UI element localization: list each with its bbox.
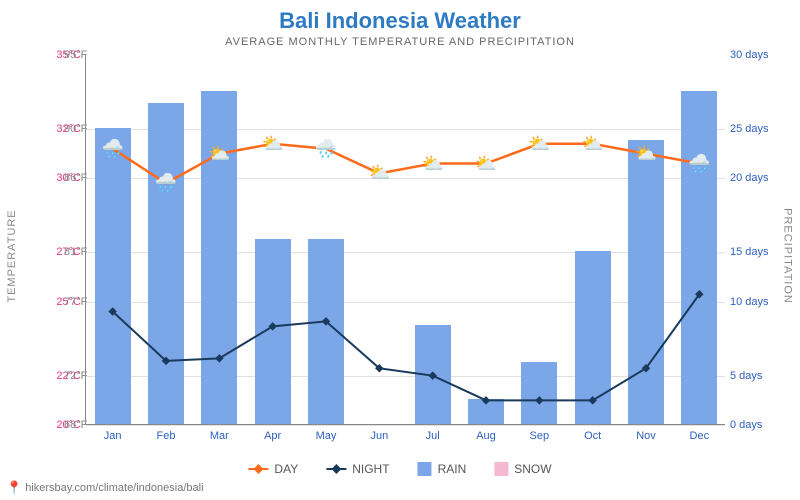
weather-icon: ⛅ — [581, 133, 603, 154]
day-temp-line — [113, 144, 700, 183]
weather-icon: ⛅ — [208, 143, 230, 164]
legend-night: NIGHT — [326, 462, 389, 476]
y-tick-precip: 15 days — [730, 246, 780, 258]
y-tick-precip: 25 days — [730, 123, 780, 135]
legend-snow-label: SNOW — [514, 462, 551, 476]
night-temp-line — [113, 294, 700, 400]
chart-subtitle: AVERAGE MONTHLY TEMPERATURE AND PRECIPIT… — [0, 36, 800, 48]
weather-icon: ⛅ — [475, 153, 497, 174]
night-marker — [268, 322, 276, 330]
y-axis-left-title: TEMPERATURE — [6, 209, 18, 302]
weather-icon: ⛅ — [528, 133, 550, 154]
y-tick-fahrenheit: 86°F — [64, 172, 84, 184]
y-axis-right-title: PRECIPITATION — [782, 208, 794, 304]
x-tick-month: Nov — [626, 430, 666, 442]
legend-rain: RAIN — [418, 462, 467, 476]
x-tick-month: Jul — [413, 430, 453, 442]
y-tick-precip: 0 days — [730, 419, 780, 431]
weather-icon: ⛅ — [635, 143, 657, 164]
legend-day-label: DAY — [274, 462, 298, 476]
night-marker — [215, 354, 223, 362]
chart-title: Bali Indonesia Weather — [0, 0, 800, 34]
footer-text: hikersbay.com/climate/indonesia/bali — [25, 482, 203, 494]
y-tick-fahrenheit: 95°F — [64, 49, 84, 61]
legend-night-label: NIGHT — [352, 462, 389, 476]
chart-plot-area: 35°C95°F32°C90°F30°C86°F27°C81°F25°C77°F… — [85, 55, 725, 425]
x-tick-month: Sep — [519, 430, 559, 442]
weather-icon: 🌧️ — [101, 138, 123, 159]
night-marker — [428, 371, 436, 379]
legend-rain-label: RAIN — [438, 462, 467, 476]
x-tick-month: Aug — [466, 430, 506, 442]
y-tick-fahrenheit: 72°F — [64, 370, 84, 382]
x-tick-month: Jun — [359, 430, 399, 442]
weather-icon: 🌧️ — [688, 153, 710, 174]
chart-legend: DAY NIGHT RAIN SNOW — [248, 462, 551, 476]
weather-icon: ⛅ — [421, 153, 443, 174]
night-marker — [482, 396, 490, 404]
x-tick-month: Dec — [679, 430, 719, 442]
legend-day: DAY — [248, 462, 298, 476]
y-tick-fahrenheit: 81°F — [64, 246, 84, 258]
grid-line — [86, 425, 725, 426]
y-tick-precip: 20 days — [730, 172, 780, 184]
y-tick-fahrenheit: 68°F — [64, 419, 84, 431]
y-tick-fahrenheit: 90°F — [64, 123, 84, 135]
x-tick-month: Jan — [93, 430, 133, 442]
y-tick-precip: 10 days — [730, 296, 780, 308]
x-tick-month: Oct — [573, 430, 613, 442]
night-marker — [588, 396, 596, 404]
weather-icon: 🌧️ — [155, 173, 177, 194]
line-overlay — [86, 55, 725, 424]
y-tick-precip: 5 days — [730, 370, 780, 382]
x-tick-month: Apr — [253, 430, 293, 442]
night-marker — [535, 396, 543, 404]
footer-attribution: 📍 hikersbay.com/climate/indonesia/bali — [6, 480, 204, 496]
pin-icon: 📍 — [6, 480, 22, 496]
weather-icon: 🌧️ — [315, 138, 337, 159]
legend-snow: SNOW — [494, 462, 551, 476]
x-tick-month: Feb — [146, 430, 186, 442]
x-tick-month: Mar — [199, 430, 239, 442]
weather-icon: ⛅ — [261, 133, 283, 154]
y-tick-precip: 30 days — [730, 49, 780, 61]
x-tick-month: May — [306, 430, 346, 442]
weather-icon: ⛅ — [368, 163, 390, 184]
y-tick-fahrenheit: 77°F — [64, 296, 84, 308]
